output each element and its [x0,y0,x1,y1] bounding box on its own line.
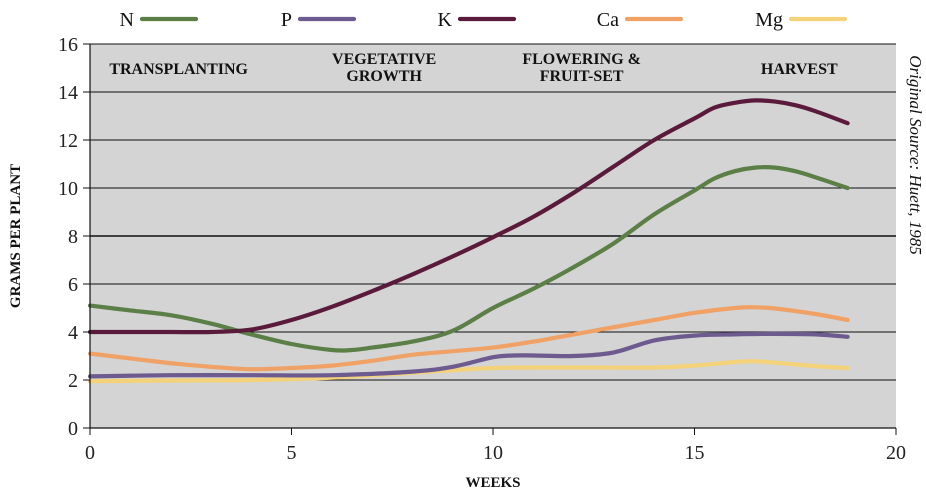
axes: 0 2 4 6 8 10 12 14 16 0 5 10 15 20 [58,34,906,464]
y-axis-title: GRAMS PER PLANT [8,164,24,308]
stage-label: TRANSPLANTING [109,61,248,78]
stage-label-line: FLOWERING & [522,51,641,68]
stage-label-line: FRUIT-SET [540,68,624,85]
legend-item-p: P [281,9,357,31]
y-tick-label: 2 [68,370,78,392]
legend-item-ca: Ca [597,9,684,31]
legend: N P K Ca Mg [120,9,848,31]
y-tick-label: 14 [58,82,78,104]
y-tick-label: 10 [58,178,78,200]
stage-label-line: TRANSPLANTING [109,61,248,78]
source-note: Original Source: Huett, 1985 [906,55,925,255]
series-line-n [87,165,850,353]
series-line-ca [87,305,850,372]
series-line-mg [87,359,850,384]
stage-label: FLOWERING & FRUIT-SET [522,51,641,85]
stage-label-line: VEGETATIVE [332,51,436,68]
legend-item-mg: Mg [755,9,848,31]
legend-label: K [438,9,453,31]
series-lines [87,98,850,384]
legend-label: Mg [755,9,783,31]
x-tick-label: 5 [287,442,297,464]
stage-label-line: HARVEST [761,61,838,78]
y-tick-label: 16 [58,34,78,56]
y-tick-label: 0 [68,418,78,440]
y-tick-label: 6 [68,274,78,296]
legend-label: N [120,9,134,31]
y-tick-label: 4 [68,322,78,344]
x-tick-label: 15 [685,442,705,464]
stage-label: HARVEST [761,61,838,78]
legend-label: Ca [597,9,619,31]
growth-stage-labels: TRANSPLANTING VEGETATIVE GROWTH FLOWERING &… [109,51,838,85]
stage-label: VEGETATIVE GROWTH [332,51,436,85]
x-axis-title: WEEKS [465,475,520,491]
x-tick-label: 10 [483,442,503,464]
y-tick-label: 8 [68,226,78,248]
legend-item-k: K [438,9,517,31]
legend-label: P [281,9,292,31]
series-line-k [87,98,850,335]
series-line-p [87,331,850,379]
x-tick-label: 0 [85,442,95,464]
y-tick-label: 12 [58,130,78,152]
stage-label-line: GROWTH [346,68,422,85]
legend-item-n: N [120,9,199,31]
x-tick-label: 20 [886,442,906,464]
